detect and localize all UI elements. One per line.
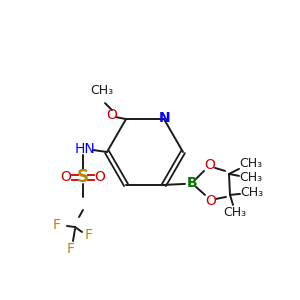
Text: S: S <box>77 168 89 186</box>
Text: F: F <box>53 218 61 232</box>
Text: O: O <box>61 170 71 184</box>
Text: CH₃: CH₃ <box>240 186 264 200</box>
Text: O: O <box>106 108 117 122</box>
Text: CH₃: CH₃ <box>90 84 114 97</box>
Text: HN: HN <box>75 142 95 156</box>
Text: CH₃: CH₃ <box>239 171 262 184</box>
Text: F: F <box>85 228 93 242</box>
Text: O: O <box>206 194 216 208</box>
Text: O: O <box>205 158 215 172</box>
Text: N: N <box>159 111 171 125</box>
Text: F: F <box>67 242 75 256</box>
Text: CH₃: CH₃ <box>224 206 247 219</box>
Text: CH₃: CH₃ <box>239 158 262 170</box>
Text: B: B <box>187 176 197 190</box>
Text: O: O <box>94 170 105 184</box>
